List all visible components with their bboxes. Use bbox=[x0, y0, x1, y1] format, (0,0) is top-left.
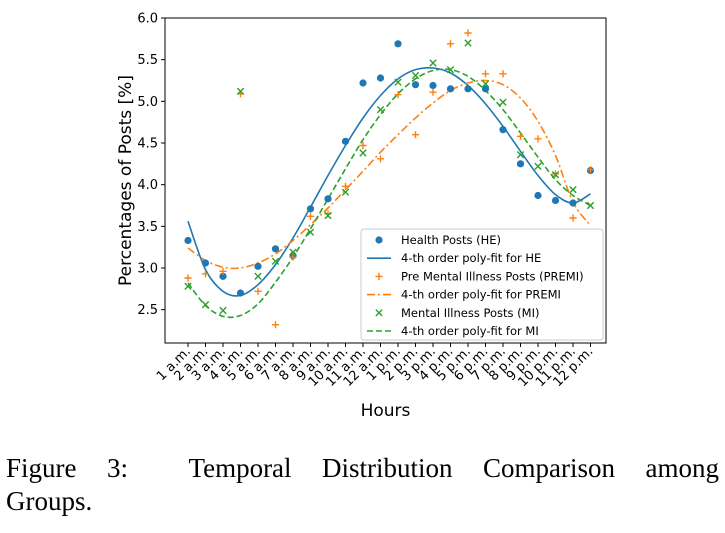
data-point-2-9 bbox=[341, 182, 350, 190]
data-point-0-22 bbox=[569, 199, 577, 207]
data-point-2-22 bbox=[569, 214, 577, 222]
data-point-0-19 bbox=[516, 160, 525, 168]
legend-label-0: Health Posts (HE) bbox=[401, 233, 501, 247]
data-point-4-15 bbox=[446, 65, 455, 74]
data-point-4-16 bbox=[464, 39, 472, 47]
data-point-0-2 bbox=[219, 272, 227, 280]
data-point-2-12 bbox=[394, 91, 402, 99]
data-point-2-15 bbox=[446, 40, 455, 48]
legend-label-2: Pre Mental Illness Posts (PREMI) bbox=[401, 269, 584, 283]
data-point-4-3 bbox=[236, 87, 245, 96]
data-point-0-11 bbox=[376, 74, 385, 82]
data-point-4-17 bbox=[481, 80, 490, 88]
y-tick-label: 4.0 bbox=[137, 178, 158, 193]
data-point-0-9 bbox=[341, 137, 350, 145]
data-point-4-23 bbox=[586, 201, 595, 210]
data-point-4-10 bbox=[359, 149, 367, 157]
fit-line-5 bbox=[187, 68, 591, 319]
data-point-2-2 bbox=[219, 267, 227, 275]
data-point-2-10 bbox=[359, 141, 367, 150]
legend-marker-0 bbox=[375, 236, 383, 244]
legend-label-1: 4-th order poly-fit for HE bbox=[401, 251, 541, 265]
data-point-2-16 bbox=[464, 29, 472, 37]
data-point-4-4 bbox=[254, 272, 262, 281]
data-point-4-12 bbox=[394, 78, 402, 86]
data-point-0-12 bbox=[394, 40, 402, 48]
data-point-2-18 bbox=[499, 70, 507, 78]
y-tick-label: 3.5 bbox=[137, 220, 158, 235]
data-point-2-11 bbox=[376, 155, 385, 163]
data-point-0-20 bbox=[534, 191, 542, 200]
data-point-2-13 bbox=[411, 131, 420, 139]
legend-box bbox=[360, 228, 604, 341]
data-point-4-7 bbox=[306, 228, 315, 236]
data-point-0-7 bbox=[306, 205, 315, 213]
data-point-2-4 bbox=[254, 287, 262, 295]
data-point-4-13 bbox=[411, 71, 420, 80]
data-point-4-11 bbox=[376, 105, 385, 114]
data-point-4-9 bbox=[341, 188, 350, 196]
figure-caption: Figure 3: Temporal Distribution Comparis… bbox=[6, 452, 719, 518]
plot-frame bbox=[164, 17, 607, 344]
y-tick-label: 2.5 bbox=[137, 303, 158, 318]
y-tick-label: 5.0 bbox=[137, 95, 158, 110]
data-point-0-14 bbox=[429, 81, 437, 90]
data-point-2-23 bbox=[586, 166, 595, 174]
x-axis-label: Hours bbox=[361, 401, 411, 421]
data-point-2-17 bbox=[481, 70, 490, 78]
legend-label-4: Mental Illness Posts (MI) bbox=[401, 306, 539, 320]
data-point-2-0 bbox=[184, 274, 192, 282]
data-point-0-18 bbox=[499, 126, 507, 134]
y-tick-label: 6.0 bbox=[137, 12, 158, 27]
data-point-4-20 bbox=[534, 162, 542, 171]
legend-label-3: 4-th order poly-fit for PREMI bbox=[401, 288, 561, 302]
legend-marker-2 bbox=[375, 272, 383, 280]
data-point-4-14 bbox=[429, 59, 437, 67]
data-point-0-5 bbox=[271, 245, 280, 253]
data-point-4-8 bbox=[324, 211, 332, 220]
data-point-4-18 bbox=[499, 98, 507, 106]
data-point-4-5 bbox=[271, 257, 280, 266]
y-tick-label: 5.5 bbox=[137, 53, 158, 68]
data-point-0-15 bbox=[446, 85, 455, 93]
y-tick-label: 4.5 bbox=[137, 137, 158, 152]
caption-line-2: Groups. bbox=[6, 486, 93, 516]
data-point-0-0 bbox=[184, 236, 192, 245]
data-point-2-7 bbox=[306, 212, 315, 220]
y-tick-label: 3.0 bbox=[137, 262, 158, 277]
data-point-4-0 bbox=[184, 282, 192, 291]
data-point-4-2 bbox=[219, 306, 227, 315]
data-point-0-10 bbox=[359, 79, 367, 87]
axes bbox=[164, 17, 607, 344]
data-point-4-6 bbox=[289, 248, 297, 256]
data-point-2-5 bbox=[271, 321, 280, 329]
data-point-0-13 bbox=[411, 81, 420, 89]
data-point-4-19 bbox=[516, 150, 525, 159]
data-point-4-22 bbox=[569, 185, 577, 194]
y-axis-label: Percentages of Posts [%] bbox=[116, 75, 136, 286]
data-point-0-21 bbox=[551, 196, 560, 205]
data-point-2-6 bbox=[289, 253, 297, 261]
data-point-2-20 bbox=[534, 135, 542, 143]
data-point-0-16 bbox=[464, 85, 472, 93]
figure: 2.5 3.0 3.5 4.0 4.5 5.0 5.5 6.0 1 a.m. 2 a.m. 3 a.… bbox=[116, 12, 607, 421]
data-point-0-4 bbox=[254, 262, 262, 270]
caption-line-1: Figure 3: Temporal Distribution Comparis… bbox=[6, 453, 719, 483]
data-point-2-14 bbox=[429, 88, 437, 96]
data-point-2-1 bbox=[201, 270, 210, 278]
data-point-2-19 bbox=[516, 132, 525, 140]
legend-label-5: 4-th order poly-fit for MI bbox=[401, 324, 539, 338]
data-point-0-17 bbox=[481, 85, 490, 93]
data-point-4-1 bbox=[201, 300, 210, 309]
chart: 2.53.03.54.04.55.05.56.01 a.m.2 a.m.3 a.… bbox=[116, 12, 607, 421]
scatter-points bbox=[184, 29, 595, 329]
data-point-0-8 bbox=[324, 195, 332, 203]
legend-marker-4 bbox=[375, 309, 383, 317]
data-point-0-1 bbox=[201, 259, 210, 267]
data-point-0-3 bbox=[236, 289, 245, 297]
data-point-4-21 bbox=[551, 170, 560, 179]
legend: Health Posts (HE) 4-th order poly-fit for… bbox=[360, 228, 604, 341]
